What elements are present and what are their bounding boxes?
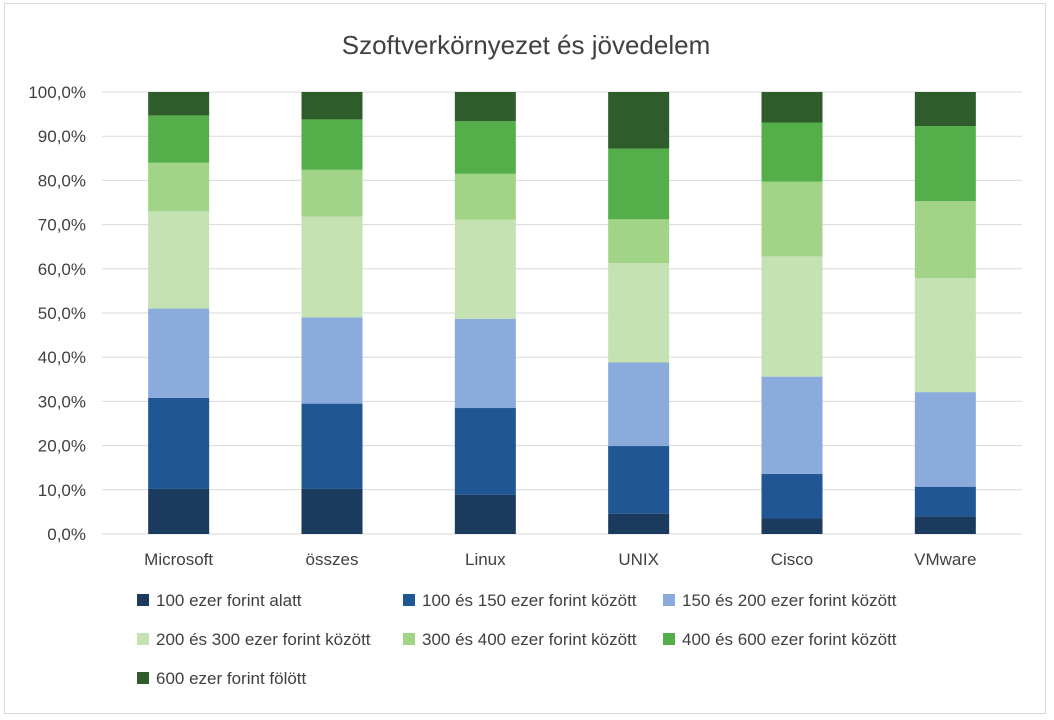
legend-label: 200 és 300 ezer forint között [156,630,371,649]
bar-segment [301,216,363,318]
y-tick-label: 100,0% [28,83,86,102]
bar-segment [608,446,670,514]
bar-segment [148,92,210,116]
bar-segment [608,219,670,264]
y-tick-label: 70,0% [38,216,86,235]
x-axis-category-labels: Microsoft összes Linux UNIX Cisco VMware [144,550,976,569]
bar-segment [454,92,516,122]
bar-segment [914,392,976,487]
x-category-label: Microsoft [144,550,213,569]
legend-label: 600 ezer forint fölött [156,669,307,688]
bar-segment [301,119,363,170]
gridlines [102,91,1022,535]
y-tick-label: 50,0% [38,304,86,323]
legend-swatch [137,633,149,645]
x-category-label: UNIX [618,550,659,569]
y-tick-label: 60,0% [38,260,86,279]
legend-label: 400 és 600 ezer forint között [682,630,897,649]
legend-swatch [663,594,675,606]
chart-title: Szoftverkörnyezet és jövedelem [342,30,711,60]
bar-segment [914,92,976,127]
x-category-label: VMware [914,550,976,569]
x-category-label: Linux [465,550,506,569]
bar-segment [148,211,210,309]
bar-segment [454,408,516,495]
bars [148,92,976,534]
bar-segment [301,403,363,489]
y-axis-tick-labels: 0,0% 10,0% 20,0% 30,0% 40,0% 50,0% 60,0% 70,0% 8… [28,83,86,544]
bar-segment [301,92,363,120]
bar-segment [761,376,823,474]
bar-segment [454,173,516,220]
y-tick-label: 80,0% [38,171,86,190]
bar-segment [914,126,976,202]
bar-segment [608,148,670,220]
bar-segment [148,397,210,489]
bar-segment [454,494,516,534]
bar-segment [148,162,210,212]
x-category-label: Cisco [771,550,814,569]
legend-label: 100 ezer forint alatt [156,591,302,610]
legend-swatch [663,633,675,645]
bar-segment [761,473,823,519]
legend-swatch [403,633,415,645]
y-tick-label: 0,0% [47,525,86,544]
y-tick-label: 30,0% [38,392,86,411]
bar-segment [148,488,210,534]
legend: 100 ezer forint alatt 100 és 150 ezer for… [137,591,897,688]
bar-segment [914,201,976,279]
bar-segment [454,121,516,174]
bar-segment [608,513,670,534]
bar-segment [454,318,516,409]
y-tick-label: 90,0% [38,127,86,146]
bar-segment [761,122,823,182]
bar-segment [608,263,670,363]
bar-segment [914,486,976,517]
bar-segment [608,92,670,149]
legend-label: 100 és 150 ezer forint között [422,591,637,610]
bar-segment [301,317,363,404]
bar-segment [301,169,363,217]
legend-swatch [137,594,149,606]
legend-label: 150 és 200 ezer forint között [682,591,897,610]
bar-segment [761,256,823,377]
bar-segment [608,362,670,447]
legend-swatch [403,594,415,606]
bar-segment [761,518,823,534]
x-category-label: összes [306,550,359,569]
bar-segment [148,115,210,163]
bar-segment [301,488,363,534]
bar-segment [914,516,976,534]
legend-swatch [137,672,149,684]
bar-segment [761,181,823,257]
bar-segment [454,219,516,319]
y-tick-label: 40,0% [38,348,86,367]
legend-label: 300 és 400 ezer forint között [422,630,637,649]
bar-segment [761,92,823,123]
y-tick-label: 10,0% [38,481,86,500]
bar-segment [914,278,976,393]
bar-segment [148,308,210,398]
y-tick-label: 20,0% [38,437,86,456]
